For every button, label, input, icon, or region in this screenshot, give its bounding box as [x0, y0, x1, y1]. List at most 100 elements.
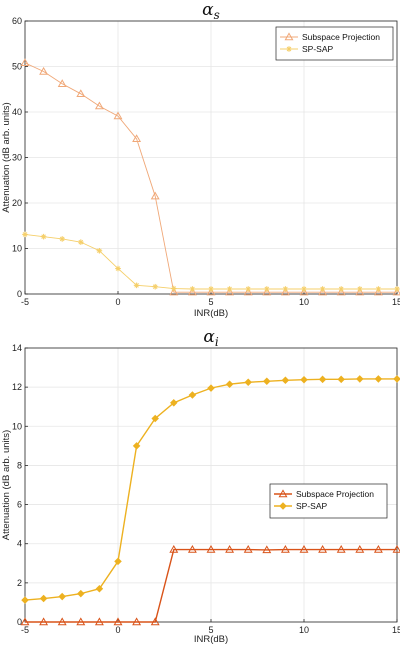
- data-point-d2: [59, 236, 65, 242]
- data-point-d2: [394, 286, 400, 292]
- legend-marker: [286, 46, 292, 52]
- data-point: [244, 378, 252, 387]
- data-point: [114, 557, 122, 566]
- chart-title: αi: [203, 327, 218, 349]
- y-tick-label: 12: [12, 382, 22, 392]
- x-tick-label: -5: [21, 297, 29, 307]
- data-point: [132, 442, 141, 450]
- data-point: [280, 287, 290, 296]
- data-point: [94, 101, 104, 110]
- data-point: [96, 247, 103, 254]
- data-point: [226, 286, 233, 292]
- data-point: [355, 544, 365, 553]
- data-point: [59, 236, 65, 242]
- data-point: [263, 377, 271, 386]
- data-point-d2: [208, 286, 214, 292]
- data-point: [318, 544, 328, 553]
- y-tick-label: 20: [12, 198, 22, 208]
- data-point: [187, 287, 197, 296]
- chart-title: αs: [202, 0, 220, 22]
- data-point: [300, 375, 308, 384]
- series-line: [25, 548, 397, 623]
- legend-label: Subspace Projection: [296, 489, 374, 499]
- data-point: [356, 375, 364, 383]
- data-point: [299, 544, 309, 553]
- data-point: [264, 286, 270, 292]
- y-tick-label: 6: [17, 500, 22, 510]
- data-point-d2: [171, 286, 177, 291]
- y-tick-label: 30: [12, 153, 22, 163]
- legend-marker: [278, 489, 288, 498]
- y-tick-label: 40: [12, 107, 22, 117]
- data-point: [57, 617, 67, 626]
- data-point-d2: [338, 286, 344, 292]
- data-point: [225, 287, 235, 296]
- data-point: [133, 282, 140, 289]
- data-point: [208, 286, 214, 292]
- data-point: [113, 111, 123, 120]
- legend: Subspace Projection SP-SAP: [275, 26, 394, 61]
- data-point: [281, 376, 290, 385]
- y-tick-label: 10: [12, 421, 22, 431]
- y-tick-label: 10: [12, 244, 22, 254]
- y-axis-label: Attenuation (dB arb. units): [1, 102, 12, 212]
- data-point: [318, 287, 328, 296]
- data-point: [243, 544, 253, 553]
- series-2: [22, 231, 400, 292]
- legend-item: Subspace Projection: [274, 489, 374, 499]
- data-point: [132, 134, 142, 143]
- data-point: [150, 617, 160, 626]
- legend-box: [269, 483, 388, 519]
- data-point: [207, 384, 215, 392]
- data-point-d2: [357, 286, 363, 292]
- x-tick-label: -5: [21, 625, 29, 635]
- data-point: [21, 596, 29, 604]
- data-point: [206, 544, 216, 553]
- chart-title-sub: s: [214, 8, 220, 22]
- x-tick-label: 0: [115, 625, 120, 635]
- data-point: [225, 380, 234, 388]
- data-point-d2: [41, 234, 46, 239]
- data-point: [336, 544, 346, 553]
- y-tick-label: 60: [12, 16, 22, 26]
- data-point: [39, 617, 49, 626]
- x-axis-label: INR(dB): [194, 308, 228, 319]
- legend-box: [275, 26, 394, 61]
- legend-label: SP-SAP: [296, 501, 328, 511]
- chart-title-base: α: [203, 327, 215, 347]
- data-point: [20, 617, 30, 626]
- data-point: [20, 58, 30, 67]
- series-1: [20, 544, 400, 626]
- y-tick-label: 0: [17, 617, 22, 627]
- data-point: [374, 375, 383, 383]
- data-point: [39, 66, 49, 75]
- x-tick-label: 0: [115, 297, 120, 307]
- data-point: [319, 286, 326, 292]
- data-point: [77, 589, 85, 598]
- data-point: [338, 286, 344, 292]
- data-point: [337, 375, 345, 384]
- legend-marker: [284, 32, 294, 41]
- legend-marker: [279, 502, 287, 510]
- x-tick-label: 10: [299, 625, 309, 635]
- legend: Subspace Projection SP-SAP: [269, 483, 388, 519]
- data-point: [282, 286, 289, 292]
- data-point: [188, 391, 197, 399]
- data-point: [113, 617, 123, 626]
- data-point: [280, 544, 290, 553]
- x-tick-label: 15: [392, 625, 400, 635]
- y-tick-label: 14: [12, 343, 22, 353]
- data-point: [170, 399, 178, 407]
- data-point: [373, 544, 383, 553]
- data-point: [95, 584, 104, 593]
- data-point-d2: [227, 286, 232, 292]
- legend-item: SP-SAP: [274, 501, 328, 511]
- data-point-d2: [190, 286, 195, 292]
- x-tick-label: 15: [392, 297, 400, 307]
- data-point: [78, 239, 84, 245]
- legend-label: Subspace Projection: [302, 32, 380, 42]
- data-point: [40, 233, 47, 240]
